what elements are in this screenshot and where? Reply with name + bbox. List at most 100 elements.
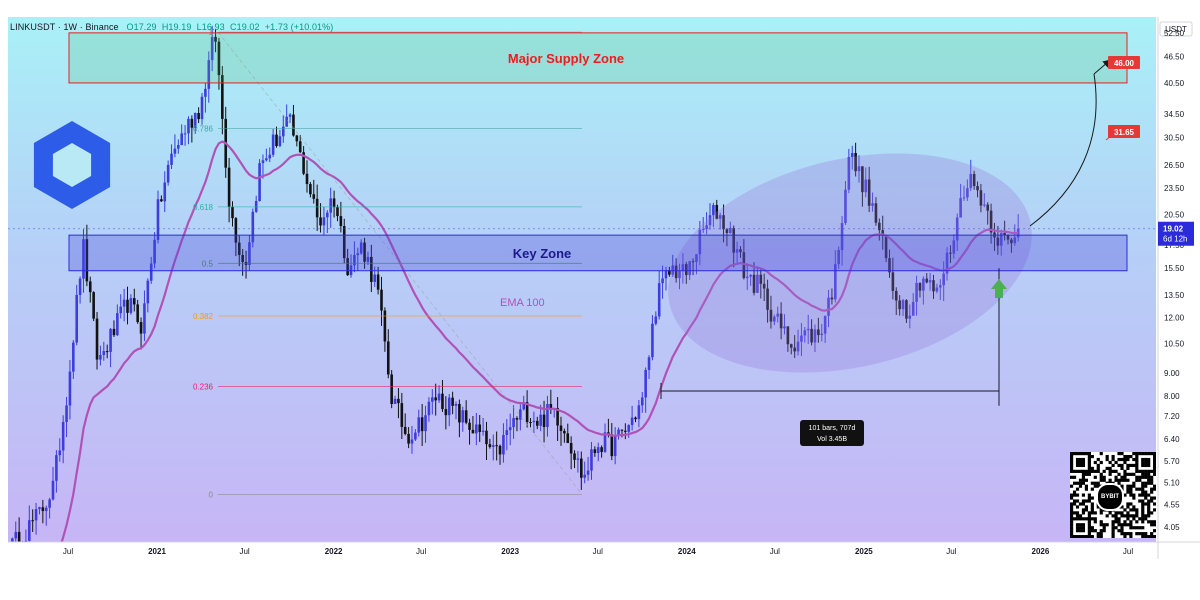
time-tick-label: Jul — [239, 547, 249, 556]
qr-module — [1132, 484, 1136, 488]
candle-body — [420, 417, 424, 432]
candle — [966, 179, 969, 201]
candle-body — [95, 318, 99, 360]
candle-body — [170, 153, 173, 165]
candle — [309, 182, 312, 198]
qr-module — [1096, 481, 1100, 485]
qr-module — [1087, 454, 1091, 459]
candle-body — [894, 290, 898, 301]
candle-body — [972, 173, 976, 187]
qr-module — [1129, 463, 1133, 468]
candle-body — [542, 414, 546, 428]
qr-module — [1153, 523, 1156, 527]
candle — [830, 288, 834, 305]
candle — [424, 405, 427, 443]
qr-module — [1075, 487, 1080, 491]
candle-body — [668, 270, 671, 275]
candle-body — [1010, 239, 1013, 244]
candle-body — [424, 415, 427, 432]
qr-module — [1070, 484, 1074, 488]
qr-module — [1078, 484, 1083, 488]
qr-module — [1132, 472, 1136, 476]
qr-module — [1078, 460, 1083, 465]
qr-module — [1105, 514, 1109, 518]
candle — [295, 134, 299, 147]
candle-body — [596, 447, 600, 454]
candle — [336, 204, 339, 222]
qr-module — [1087, 529, 1091, 533]
candle — [410, 425, 414, 454]
qr-module — [1117, 517, 1121, 521]
qr-module — [1129, 502, 1133, 506]
qr-module — [1144, 484, 1148, 488]
qr-module — [1099, 472, 1103, 476]
qr-module — [1150, 523, 1154, 527]
qr-module — [1141, 457, 1145, 462]
candle — [346, 248, 349, 276]
qr-module — [1093, 520, 1097, 524]
candle-body — [867, 179, 871, 206]
candle — [231, 201, 234, 227]
range-ellipse — [668, 153, 1032, 373]
candle — [881, 215, 885, 250]
qr-module — [1150, 490, 1154, 494]
bybit-badge: BYBIT — [1096, 483, 1124, 511]
candle-body — [718, 215, 722, 219]
candle-body — [386, 341, 390, 375]
candle-body — [268, 154, 272, 159]
candle-body — [976, 186, 979, 191]
qr-module — [1105, 523, 1109, 527]
qr-module — [1099, 478, 1103, 482]
qr-module — [1138, 487, 1142, 491]
qr-module — [1072, 475, 1077, 479]
qr-module — [1135, 508, 1139, 512]
candle — [735, 241, 739, 264]
qr-module — [1081, 535, 1086, 538]
qr-module — [1141, 532, 1145, 536]
candle — [112, 320, 116, 337]
candle-body — [800, 335, 803, 342]
candle — [99, 345, 102, 366]
qr-module — [1075, 452, 1080, 456]
qr-module — [1141, 460, 1145, 465]
qr-module — [1093, 481, 1097, 485]
candle — [261, 154, 265, 179]
candle-body — [752, 274, 756, 293]
qr-module — [1072, 493, 1077, 497]
qr-module — [1078, 457, 1083, 462]
candle-body — [922, 278, 925, 291]
candle-body — [938, 285, 942, 288]
candle-body — [701, 229, 705, 231]
candle — [420, 403, 424, 447]
candle-body — [309, 184, 312, 195]
candle-body — [850, 153, 854, 157]
candle-body — [979, 190, 983, 206]
qr-module — [1081, 502, 1086, 506]
candle — [126, 286, 129, 325]
candle-body — [722, 215, 725, 230]
qr-module — [1141, 481, 1145, 485]
time-tick-label: 2026 — [1032, 547, 1050, 556]
qr-module — [1072, 452, 1077, 456]
qr-module — [1114, 511, 1118, 515]
candle-body — [390, 374, 393, 405]
candle-body — [495, 445, 498, 447]
candle-body — [583, 474, 586, 478]
candle-body — [603, 432, 607, 452]
candle — [600, 445, 603, 458]
qr-module — [1120, 457, 1124, 462]
qr-module — [1099, 520, 1103, 524]
qr-module — [1147, 511, 1151, 515]
candle-body — [627, 424, 631, 432]
qr-module — [1090, 487, 1094, 491]
candle-body — [810, 328, 813, 343]
candle-body — [153, 239, 156, 264]
candle — [627, 424, 631, 438]
qr-module — [1138, 478, 1142, 482]
qr-module — [1144, 463, 1148, 468]
candle — [234, 217, 238, 257]
candle-body — [342, 226, 346, 259]
candle-body — [88, 281, 92, 293]
qr-module — [1078, 481, 1083, 485]
